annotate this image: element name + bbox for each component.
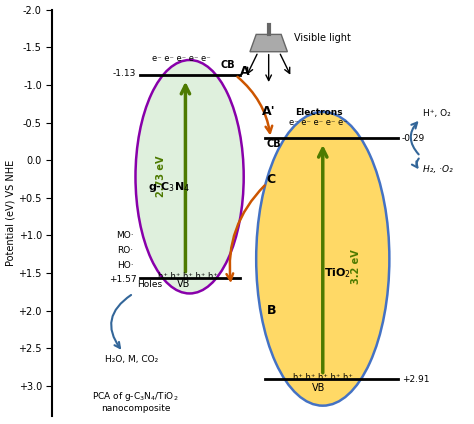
Text: RO·: RO· xyxy=(117,246,133,255)
FancyArrowPatch shape xyxy=(111,295,131,348)
Text: A': A' xyxy=(263,106,276,118)
Text: H₂, ·O₂: H₂, ·O₂ xyxy=(423,165,452,174)
Text: HO·: HO· xyxy=(117,261,133,270)
Text: g-C$_3$N$_4$: g-C$_3$N$_4$ xyxy=(148,179,190,193)
Ellipse shape xyxy=(136,60,244,293)
Text: +1.57: +1.57 xyxy=(109,276,137,285)
Polygon shape xyxy=(250,34,287,52)
Text: Visible light: Visible light xyxy=(293,33,350,43)
Text: +2.91: +2.91 xyxy=(402,375,429,384)
Text: C: C xyxy=(266,173,276,186)
Y-axis label: Potential (eV) VS NHE: Potential (eV) VS NHE xyxy=(6,160,16,266)
Text: -1.13: -1.13 xyxy=(113,69,137,78)
Text: H₂O, M, CO₂: H₂O, M, CO₂ xyxy=(105,355,158,364)
Text: H⁺, O₂: H⁺, O₂ xyxy=(423,109,450,118)
FancyArrowPatch shape xyxy=(411,123,419,154)
Text: 3.2 eV: 3.2 eV xyxy=(351,249,361,284)
FancyArrowPatch shape xyxy=(412,159,419,167)
Text: TiO$_2$: TiO$_2$ xyxy=(324,266,351,280)
Text: PCA of g-C$_3$N$_4$/TiO$_2$
nanocomposite: PCA of g-C$_3$N$_4$/TiO$_2$ nanocomposit… xyxy=(92,390,179,413)
Text: h⁺ h⁺ h⁺ h⁺ h⁺: h⁺ h⁺ h⁺ h⁺ h⁺ xyxy=(157,272,218,282)
Ellipse shape xyxy=(256,112,389,406)
Text: VB: VB xyxy=(177,279,190,290)
Text: MO·: MO· xyxy=(116,231,133,240)
Text: B: B xyxy=(266,304,276,317)
Text: e⁻ e⁻ e⁻ e⁻ e⁻: e⁻ e⁻ e⁻ e⁻ e⁻ xyxy=(289,118,348,127)
Text: CB: CB xyxy=(221,59,236,70)
Text: Holes: Holes xyxy=(137,280,163,290)
Text: Electrons: Electrons xyxy=(295,108,342,117)
Text: A: A xyxy=(239,65,249,78)
Text: VB: VB xyxy=(312,382,325,393)
Text: -0.29: -0.29 xyxy=(402,134,425,143)
Text: h⁺ h⁺ h⁺ h⁺ h⁺: h⁺ h⁺ h⁺ h⁺ h⁺ xyxy=(293,373,353,382)
Text: 2.73 eV: 2.73 eV xyxy=(156,156,166,198)
Text: e⁻ e⁻ e⁻ e⁻ e⁻: e⁻ e⁻ e⁻ e⁻ e⁻ xyxy=(152,54,210,63)
Text: CB: CB xyxy=(266,139,281,149)
